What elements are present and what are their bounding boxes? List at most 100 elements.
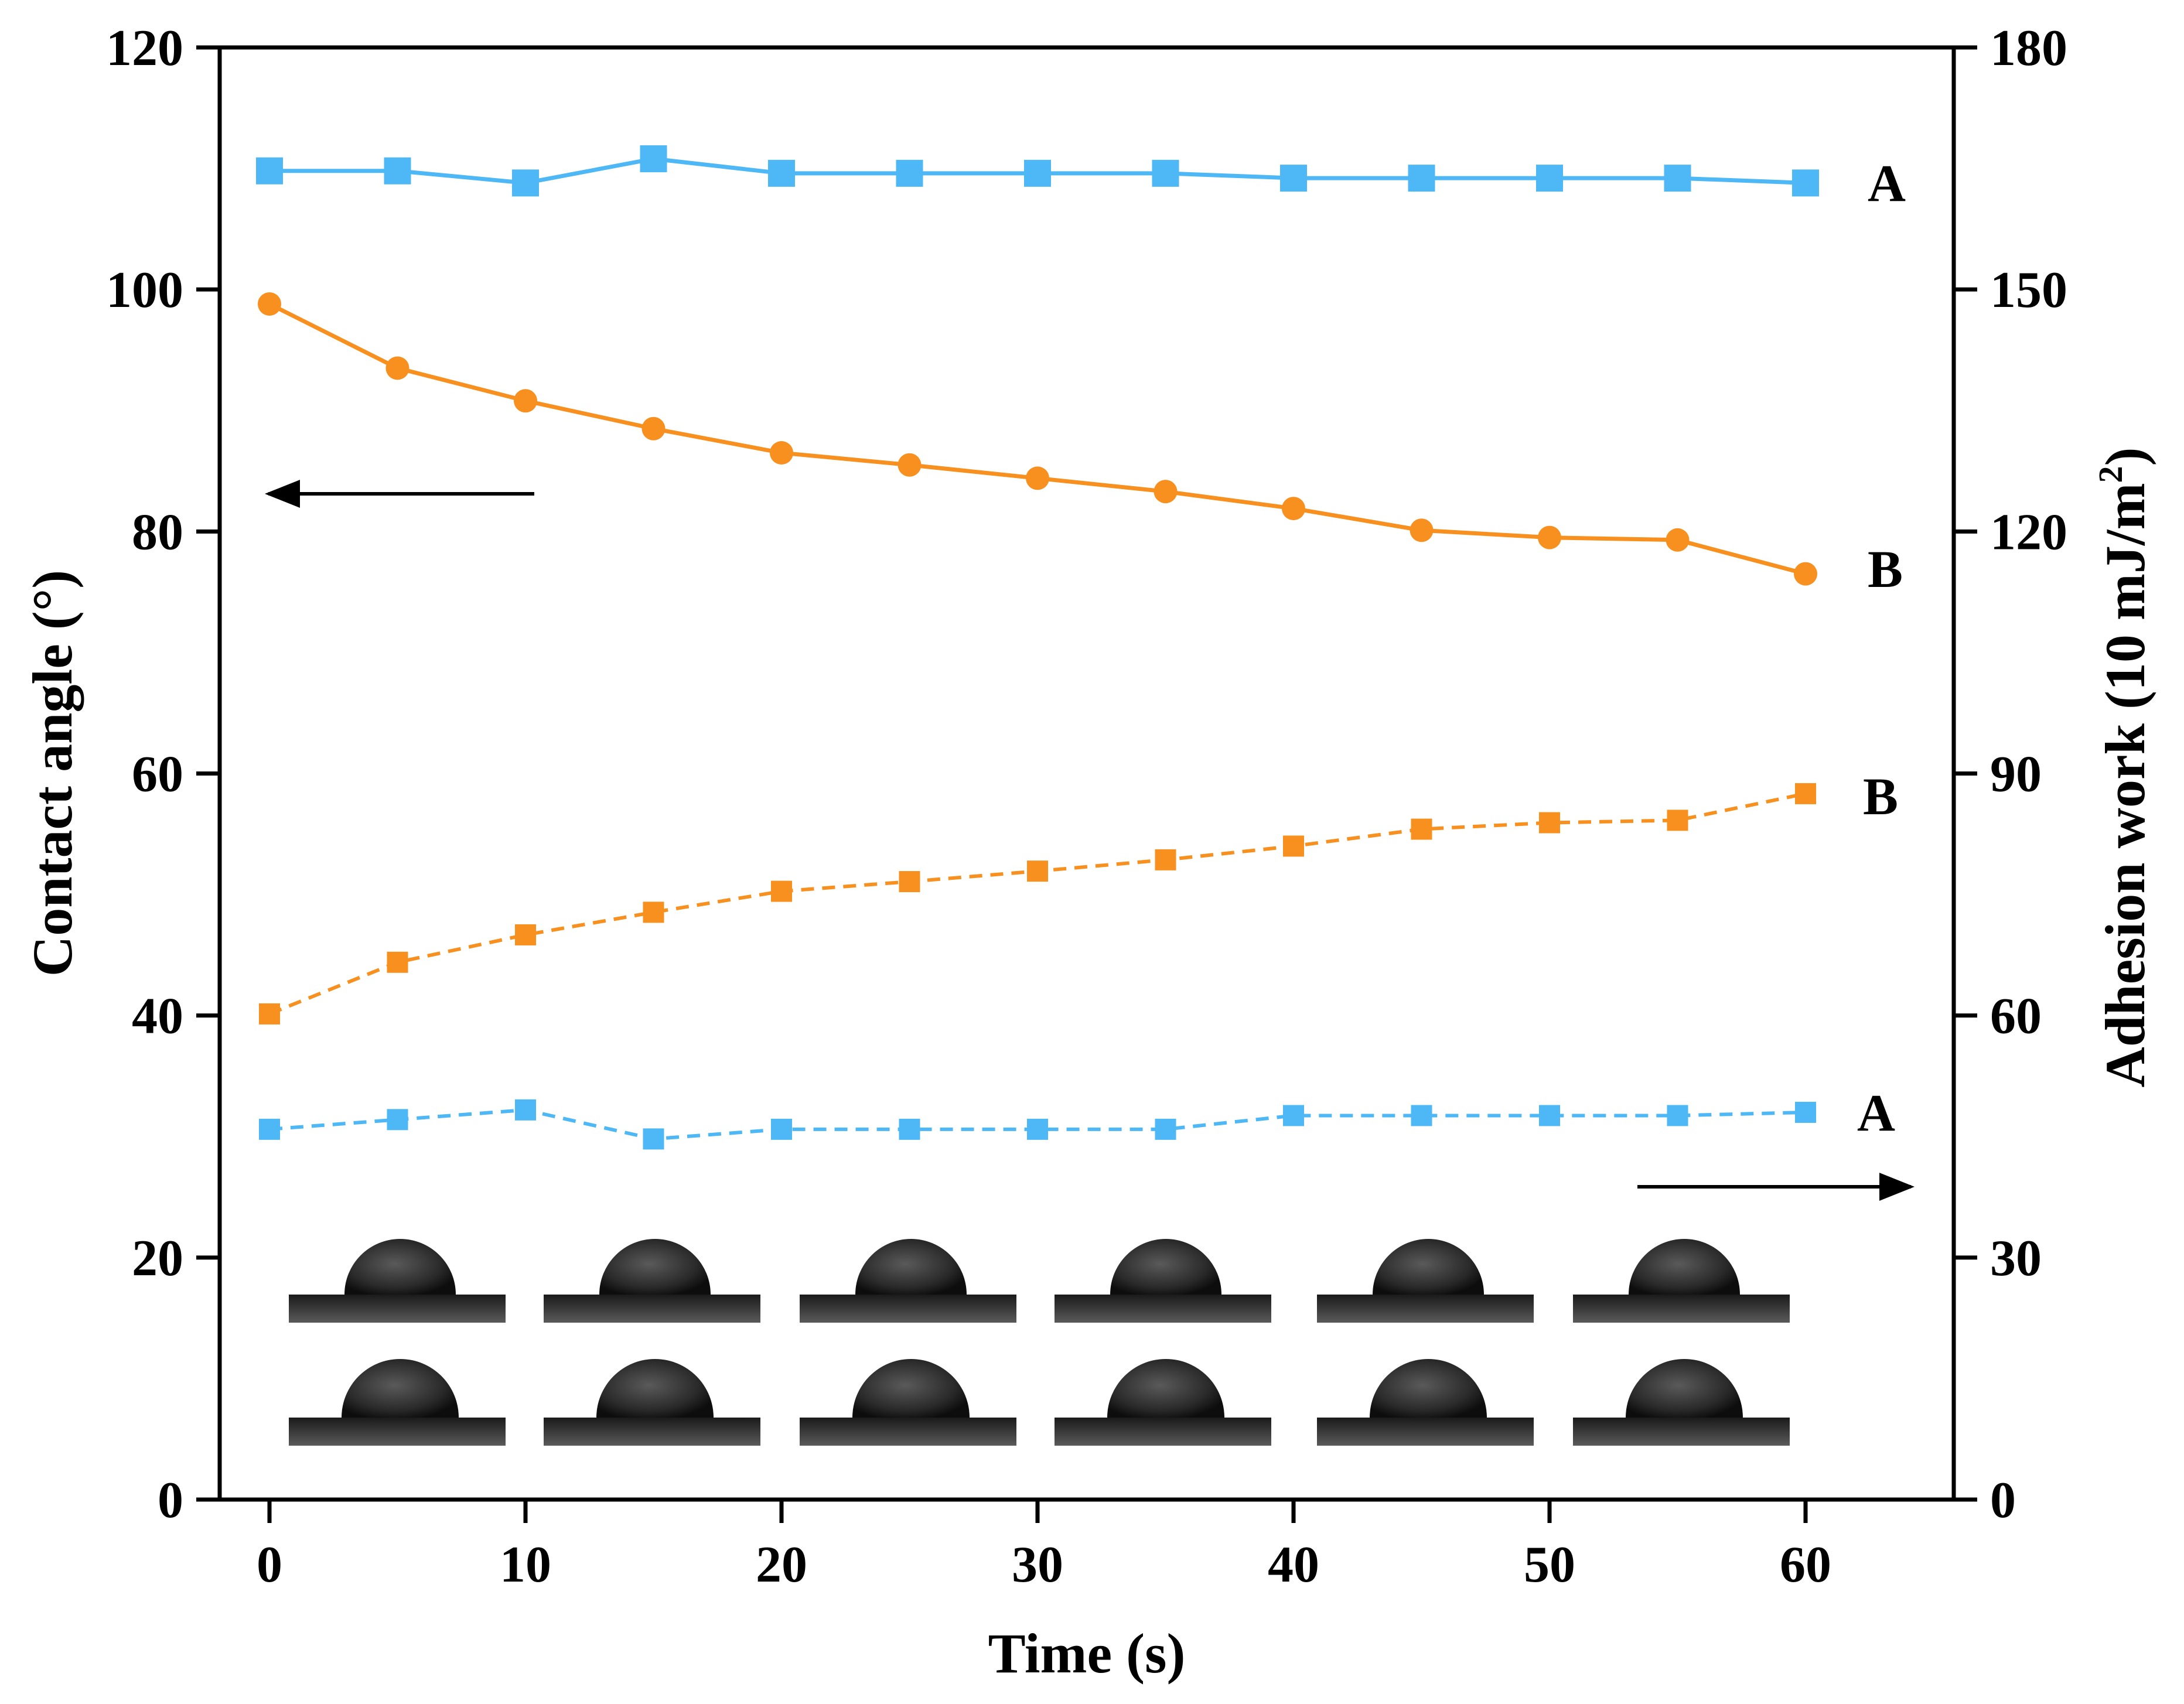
- data-point: [1667, 810, 1688, 831]
- series-line-1: [268, 302, 1806, 576]
- data-point: [1155, 849, 1176, 870]
- droplet-shape: [1626, 1359, 1743, 1418]
- data-point: [1411, 1105, 1432, 1126]
- y-right-tick-label: 30: [1990, 1230, 2042, 1287]
- droplet-shape: [1370, 1359, 1487, 1418]
- x-tick-label: 40: [1268, 1536, 1319, 1593]
- y-left-tick-label: 60: [132, 746, 183, 803]
- droplet-shape: [599, 1239, 711, 1295]
- y-left-axis-title: Contact angle (°): [21, 570, 84, 976]
- data-point: [1283, 1105, 1304, 1126]
- data-point: [1283, 835, 1304, 857]
- data-point: [1152, 159, 1179, 187]
- droplet-shape: [1107, 1359, 1224, 1418]
- data-point: [1536, 165, 1563, 192]
- data-point: [1794, 562, 1817, 586]
- droplet-images: [289, 1239, 1790, 1446]
- data-point: [1539, 1105, 1560, 1126]
- data-point: [387, 951, 408, 973]
- droplet-photo: [544, 1359, 760, 1446]
- droplet-shape: [344, 1239, 456, 1295]
- droplet-photo: [544, 1239, 760, 1323]
- x-tick-label: 10: [500, 1536, 551, 1593]
- droplet-substrate: [544, 1295, 760, 1323]
- data-point: [514, 389, 537, 413]
- data-point: [768, 159, 795, 187]
- series-label-a-top: A: [1868, 155, 1906, 213]
- y-right-tick-label: 180: [1990, 20, 2067, 77]
- data-point: [771, 1118, 792, 1140]
- droplet-substrate: [800, 1295, 1016, 1323]
- data-point: [1408, 165, 1435, 192]
- data-point: [1795, 783, 1816, 804]
- data-point: [1027, 860, 1048, 882]
- series-line-2: [268, 791, 1806, 1016]
- x-axis-title: Time (s): [988, 1622, 1186, 1685]
- droplet-shape: [1629, 1239, 1740, 1295]
- series-label-b-lower: B: [1863, 768, 1898, 826]
- y-right-tick-label: 0: [1990, 1472, 2016, 1529]
- data-point: [643, 1128, 664, 1150]
- y-right-tick-label: 150: [1990, 262, 2067, 319]
- droplet-substrate: [1317, 1295, 1534, 1323]
- data-point: [1154, 480, 1178, 504]
- y-left-tick-label: 40: [132, 988, 183, 1045]
- y-left-axis-ticks: 0 20 40 60 80 100 120: [106, 20, 220, 1529]
- x-tick-label: 60: [1780, 1536, 1831, 1593]
- data-point: [1280, 165, 1307, 192]
- y-right-tick-label: 90: [1990, 746, 2042, 803]
- data-point: [1155, 1118, 1176, 1140]
- droplet-substrate: [289, 1295, 506, 1323]
- y-right-tick-label: 60: [1990, 988, 2042, 1045]
- data-point: [1026, 466, 1049, 490]
- y-right-axis-ticks: 0 30 60 90 120 150 180: [1954, 20, 2067, 1529]
- data-point: [641, 416, 666, 440]
- droplet-shape: [852, 1359, 970, 1418]
- droplet-photo: [1055, 1359, 1271, 1446]
- droplet-substrate: [800, 1418, 1016, 1446]
- data-point: [256, 157, 283, 185]
- data-point: [385, 356, 409, 380]
- y-left-tick-label: 100: [106, 262, 183, 319]
- data-point: [387, 1109, 408, 1131]
- x-tick-label: 30: [1012, 1536, 1063, 1593]
- droplet-substrate: [544, 1418, 760, 1446]
- droplet-shape: [1373, 1239, 1484, 1295]
- data-point: [770, 441, 793, 465]
- data-point: [1027, 1118, 1048, 1140]
- droplet-substrate: [1055, 1418, 1271, 1446]
- droplet-photo: [1317, 1239, 1534, 1323]
- x-axis-ticks: 0 10 20 30 40 50 60: [257, 1500, 1831, 1593]
- droplet-substrate: [289, 1418, 506, 1446]
- y-right-title-close: ): [2094, 447, 2156, 466]
- data-point: [899, 871, 920, 893]
- data-point: [1795, 1101, 1816, 1123]
- droplet-shape: [596, 1359, 714, 1418]
- y-right-tick-label: 120: [1990, 504, 2067, 561]
- droplet-substrate: [1055, 1295, 1271, 1323]
- series-label-b-upper: B: [1868, 541, 1903, 599]
- data-point: [1024, 159, 1051, 187]
- y-left-tick-label: 20: [132, 1230, 183, 1287]
- data-point: [898, 453, 922, 477]
- data-point: [1538, 525, 1561, 549]
- data-point: [640, 145, 667, 173]
- data-point: [1539, 812, 1560, 834]
- y-left-tick-label: 80: [132, 504, 183, 561]
- droplet-shape: [342, 1359, 459, 1418]
- y-right-title-main: Adhesion work (10 mJ/m: [2094, 483, 2156, 1087]
- droplet-substrate: [1573, 1418, 1790, 1446]
- data-point: [1410, 518, 1434, 542]
- droplet-photo: [1573, 1359, 1790, 1446]
- droplet-substrate: [1317, 1418, 1534, 1446]
- y-left-tick-label: 120: [106, 20, 183, 77]
- droplet-photo: [289, 1359, 506, 1446]
- y-right-title-sup: 2: [2091, 466, 2130, 483]
- data-point: [896, 159, 923, 187]
- data-point: [259, 1118, 280, 1140]
- y-left-tick-label: 0: [158, 1472, 183, 1529]
- x-tick-label: 20: [756, 1536, 807, 1593]
- droplet-photo: [1055, 1239, 1271, 1323]
- data-point: [1411, 818, 1432, 840]
- data-point: [1664, 165, 1691, 192]
